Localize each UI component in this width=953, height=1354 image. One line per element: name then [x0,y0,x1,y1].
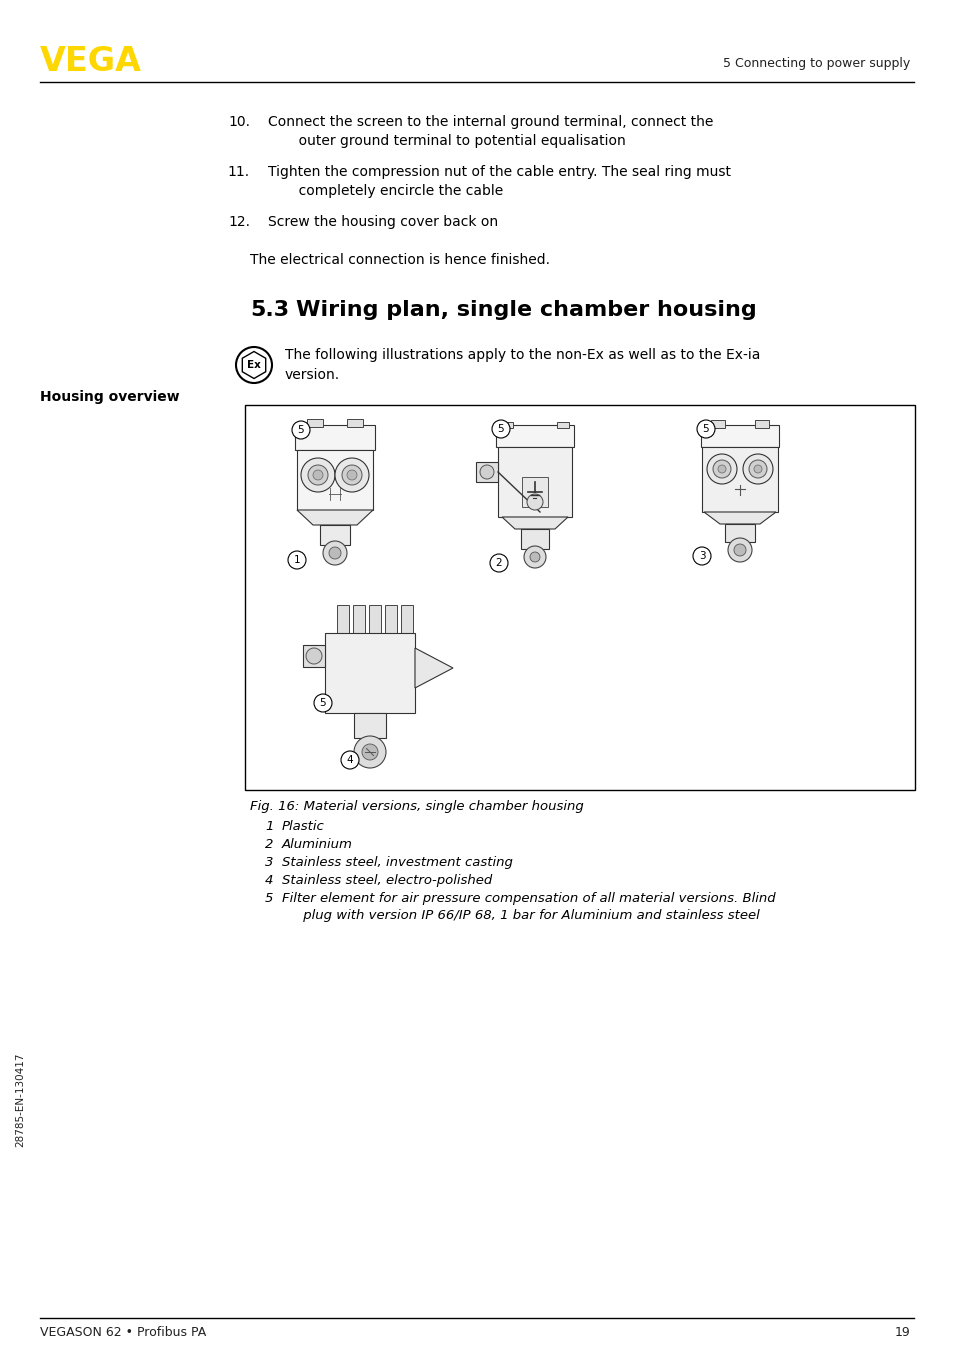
Circle shape [361,743,377,760]
Bar [754,420,768,428]
Text: 5: 5 [702,424,709,435]
Circle shape [492,420,510,437]
Text: Tighten the compression nut of the cable entry. The seal ring must
       comple: Tighten the compression nut of the cable… [268,165,730,198]
Bar [400,605,413,634]
Bar [710,420,724,428]
Circle shape [718,464,725,473]
Circle shape [292,421,310,439]
Circle shape [347,470,356,481]
Text: 4: 4 [346,756,353,765]
Circle shape [335,458,369,492]
Bar [319,525,350,546]
Circle shape [748,460,766,478]
Polygon shape [296,510,373,525]
Circle shape [288,551,306,569]
Bar [245,405,914,789]
Circle shape [753,464,761,473]
Text: The electrical connection is hence finished.: The electrical connection is hence finis… [250,253,550,267]
Bar [497,447,572,517]
Text: Stainless steel, electro-polished: Stainless steel, electro-polished [282,873,492,887]
Circle shape [301,458,335,492]
Text: Stainless steel, investment casting: Stainless steel, investment casting [282,856,513,869]
Text: 3: 3 [265,856,274,869]
Circle shape [341,464,361,485]
Bar [557,422,568,428]
Text: 5 Connecting to power supply: 5 Connecting to power supply [722,57,909,70]
Text: The following illustrations apply to the non-Ex as well as to the Ex-ia: The following illustrations apply to the… [285,348,760,362]
Circle shape [733,544,745,556]
Circle shape [340,751,358,769]
Text: Ex: Ex [247,360,261,370]
Bar [336,605,349,634]
Bar [354,714,386,738]
Circle shape [314,695,332,712]
Bar [325,634,415,714]
Text: Wiring plan, single chamber housing: Wiring plan, single chamber housing [295,301,756,320]
Circle shape [697,420,714,437]
Text: 1: 1 [265,821,274,833]
Circle shape [490,554,507,571]
Text: 2: 2 [265,838,274,852]
Circle shape [712,460,730,478]
Bar [500,422,513,428]
Bar [296,450,373,510]
Text: Filter element for air pressure compensation of all material versions. Blind
   : Filter element for air pressure compensa… [282,892,775,922]
Circle shape [479,464,494,479]
Text: Housing overview: Housing overview [40,390,179,403]
Text: 11.: 11. [228,165,250,179]
Circle shape [306,649,322,663]
Text: 2: 2 [496,558,502,567]
Text: 5: 5 [297,425,304,435]
Text: 5: 5 [497,424,504,435]
Text: Plastic: Plastic [282,821,324,833]
Circle shape [308,464,328,485]
Text: 5: 5 [319,699,326,708]
Bar [496,425,574,447]
Bar [347,418,363,427]
Bar [307,418,323,427]
Circle shape [523,546,545,567]
Circle shape [313,470,323,481]
Bar [303,645,325,668]
Bar [724,524,754,542]
Text: Aluminium: Aluminium [282,838,353,852]
Bar [385,605,396,634]
Text: 10.: 10. [228,115,250,129]
Text: 5: 5 [265,892,274,904]
Circle shape [692,547,710,565]
Text: VEGASON 62 • Profibus PA: VEGASON 62 • Profibus PA [40,1326,206,1339]
Bar [369,605,380,634]
Bar [294,425,375,450]
Circle shape [530,552,539,562]
Text: 28785-EN-130417: 28785-EN-130417 [15,1053,25,1147]
Text: Connect the screen to the internal ground terminal, connect the
       outer gro: Connect the screen to the internal groun… [268,115,713,148]
Bar [476,462,497,482]
Text: 3: 3 [698,551,704,561]
Text: 19: 19 [893,1326,909,1339]
Text: 12.: 12. [228,215,250,229]
Bar [700,425,779,447]
Text: Screw the housing cover back on: Screw the housing cover back on [268,215,497,229]
Bar [520,529,548,548]
Circle shape [727,538,751,562]
Text: 5.3: 5.3 [250,301,289,320]
Circle shape [526,494,542,510]
Text: version.: version. [285,368,340,382]
Circle shape [742,454,772,483]
Circle shape [706,454,737,483]
Text: 4: 4 [265,873,274,887]
Circle shape [323,542,347,565]
Circle shape [354,737,386,768]
Polygon shape [501,517,567,529]
Bar [701,447,778,512]
Text: Fig. 16: Material versions, single chamber housing: Fig. 16: Material versions, single chamb… [250,800,583,812]
Bar [521,477,547,506]
Text: 1: 1 [294,555,300,565]
Polygon shape [415,649,453,688]
Polygon shape [703,512,775,524]
Bar [353,605,365,634]
Circle shape [329,547,340,559]
Text: VEGA: VEGA [40,45,142,79]
